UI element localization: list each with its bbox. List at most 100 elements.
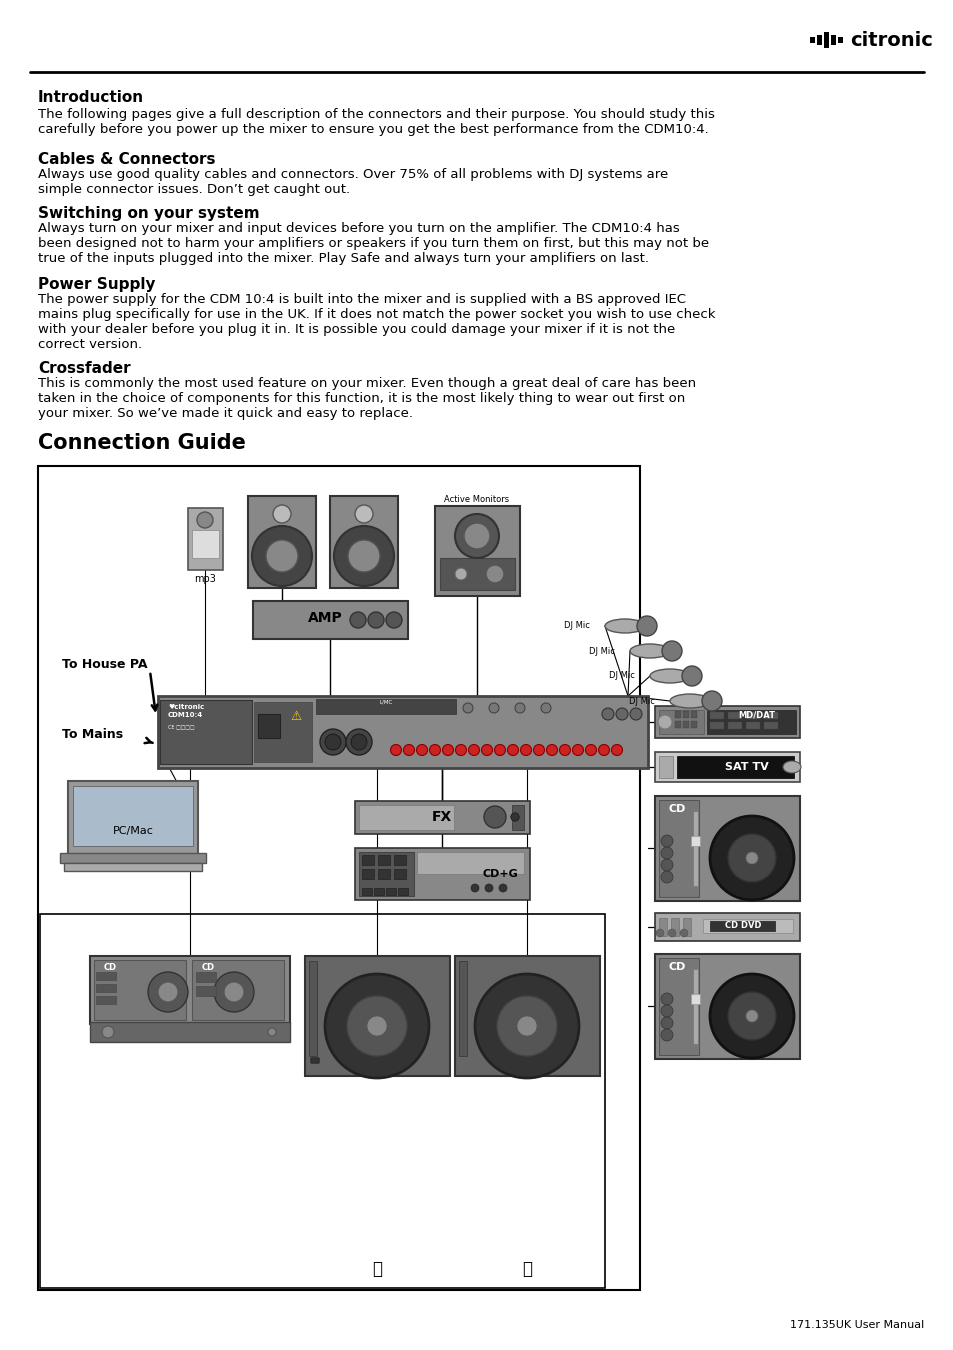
Text: MD/DAT: MD/DAT (738, 710, 775, 720)
Bar (311, 1058, 318, 1062)
Bar (416, 852, 523, 873)
Ellipse shape (629, 644, 669, 657)
Circle shape (517, 1017, 537, 1035)
Bar (394, 869, 406, 879)
Bar (330, 495, 397, 589)
Text: ⏚: ⏚ (372, 1260, 381, 1278)
Circle shape (319, 729, 346, 755)
Circle shape (507, 744, 518, 756)
Circle shape (455, 744, 466, 756)
Circle shape (350, 612, 366, 628)
Circle shape (266, 540, 297, 572)
Circle shape (660, 859, 672, 871)
Circle shape (661, 641, 681, 662)
Bar (709, 921, 774, 931)
Bar (455, 956, 599, 1076)
Bar (311, 1058, 318, 1062)
Circle shape (498, 884, 506, 892)
Circle shape (660, 1017, 672, 1029)
Bar (253, 702, 312, 761)
Circle shape (558, 744, 570, 756)
Circle shape (658, 716, 671, 729)
Circle shape (483, 806, 505, 828)
Bar (830, 35, 835, 45)
Circle shape (346, 729, 372, 755)
Circle shape (455, 568, 467, 580)
Bar (692, 969, 698, 1044)
Bar (659, 756, 672, 778)
Bar (690, 836, 700, 846)
Bar (394, 855, 406, 865)
Bar (659, 801, 699, 896)
Circle shape (484, 884, 493, 892)
Text: The power supply for the CDM 10:4 is built into the mixer and is supplied with a: The power supply for the CDM 10:4 is bui… (38, 293, 715, 351)
Text: DJ Mic: DJ Mic (628, 697, 655, 706)
Bar (692, 811, 698, 886)
Circle shape (403, 744, 414, 756)
Bar (253, 601, 408, 639)
Circle shape (442, 744, 453, 756)
Bar (73, 786, 193, 846)
Bar (90, 956, 290, 1025)
Text: Active Monitors: Active Monitors (444, 495, 509, 504)
Text: CD: CD (668, 963, 685, 972)
Bar (727, 722, 741, 729)
Circle shape (601, 707, 614, 720)
Bar (192, 531, 219, 558)
Text: ♥citronic: ♥citronic (168, 703, 204, 710)
Circle shape (585, 744, 596, 756)
Circle shape (533, 744, 544, 756)
Text: L/MC: L/MC (379, 699, 393, 703)
Bar (763, 711, 778, 720)
Bar (305, 956, 450, 1076)
Bar (96, 972, 116, 980)
Bar (677, 756, 793, 778)
Circle shape (367, 1017, 387, 1035)
Ellipse shape (669, 694, 709, 707)
Circle shape (268, 1027, 275, 1035)
Bar (439, 558, 515, 590)
Circle shape (351, 734, 367, 751)
Bar (745, 711, 760, 720)
Bar (361, 855, 374, 865)
Circle shape (511, 813, 518, 821)
Bar (397, 888, 408, 895)
Bar (188, 508, 223, 570)
Circle shape (196, 512, 213, 528)
Bar (709, 722, 723, 729)
Circle shape (660, 871, 672, 883)
Circle shape (598, 744, 609, 756)
Bar (40, 914, 604, 1288)
Circle shape (511, 813, 518, 821)
Text: To House PA: To House PA (62, 657, 148, 671)
Circle shape (416, 744, 427, 756)
Circle shape (148, 972, 188, 1012)
Text: CDM10:4: CDM10:4 (168, 711, 203, 718)
Bar (709, 711, 723, 720)
Bar (68, 782, 198, 855)
Circle shape (660, 846, 672, 859)
Bar (377, 869, 390, 879)
Text: PC/Mac: PC/Mac (112, 826, 153, 836)
Bar (690, 994, 700, 1004)
Bar (727, 711, 741, 720)
Circle shape (515, 703, 524, 713)
Circle shape (325, 734, 340, 751)
Circle shape (511, 813, 518, 821)
Bar (355, 801, 530, 834)
Circle shape (475, 973, 578, 1079)
Circle shape (745, 1010, 758, 1022)
Bar (655, 796, 800, 900)
Circle shape (709, 973, 793, 1058)
Circle shape (540, 703, 551, 713)
Bar (195, 986, 215, 996)
Bar (675, 721, 680, 728)
Circle shape (660, 1029, 672, 1041)
Bar (358, 852, 414, 896)
Circle shape (481, 744, 492, 756)
Text: ⏚: ⏚ (521, 1260, 532, 1278)
Bar (659, 918, 666, 936)
Bar (311, 1058, 318, 1062)
Bar (655, 954, 800, 1058)
Circle shape (463, 522, 490, 549)
